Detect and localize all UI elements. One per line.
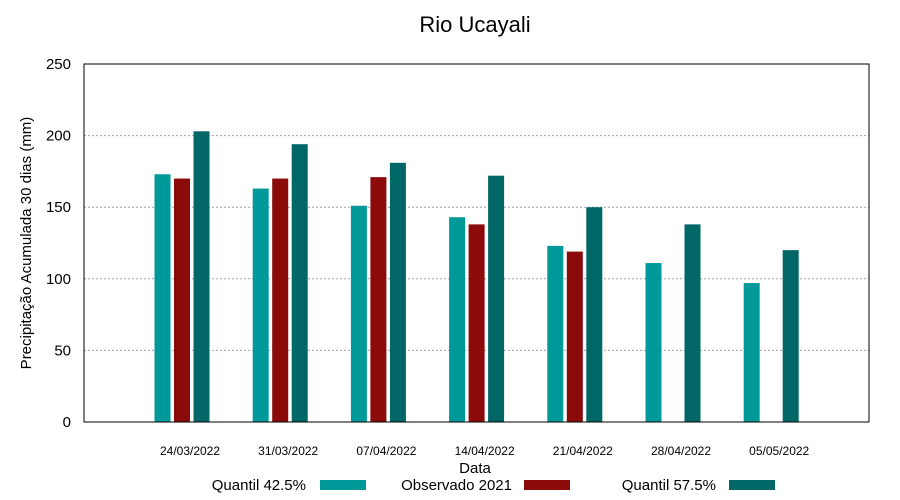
bar — [743, 283, 760, 422]
legend-swatch — [320, 480, 366, 490]
bar — [782, 250, 799, 422]
y-tick-label: 100 — [46, 271, 71, 288]
legend-label: Quantil 42.5% — [212, 477, 306, 494]
bar — [547, 245, 564, 422]
plot-frame — [83, 63, 870, 423]
bar — [350, 205, 367, 422]
x-tick-label: 31/03/2022 — [258, 444, 318, 458]
x-tick-labels: 24/03/2022 31/03/2022 07/04/2022 14/04/2022… — [160, 444, 810, 458]
bar — [566, 251, 583, 422]
x-tick-label: 28/04/2022 — [651, 444, 711, 458]
y-tick-label: 50 — [54, 342, 71, 359]
bar — [193, 131, 210, 422]
bar — [174, 178, 190, 422]
bar — [272, 178, 289, 422]
bar — [449, 217, 466, 422]
legend-label: Observado 2021 — [401, 477, 512, 494]
bar — [586, 207, 603, 422]
x-tick-label: 07/04/2022 — [356, 444, 416, 458]
x-tick-label: 05/05/2022 — [749, 444, 809, 458]
legend-swatch — [524, 480, 570, 490]
x-tick-label: 21/04/2022 — [553, 444, 613, 458]
bar — [684, 224, 701, 422]
x-axis-label: Data — [459, 460, 491, 477]
y-tick-label: 200 — [46, 128, 71, 145]
legend-label: Quantil 57.5% — [622, 477, 716, 494]
bar — [468, 224, 485, 422]
x-tick-label: 24/03/2022 — [160, 444, 220, 458]
bar — [389, 162, 406, 423]
bar — [370, 177, 387, 422]
bars — [154, 131, 799, 423]
bar — [488, 175, 505, 422]
y-axis-label: Precipitação Acumulada 30 dias (mm) — [18, 117, 35, 370]
bar — [645, 263, 662, 422]
x-tick-label: 14/04/2022 — [455, 444, 515, 458]
y-tick-label: 150 — [46, 199, 71, 216]
y-tick-labels: 0 50 100 150 200 250 — [46, 56, 71, 431]
y-tick-label: 250 — [46, 56, 71, 73]
chart-title: Rio Ucayali — [419, 12, 530, 37]
legend-swatch — [729, 480, 775, 490]
y-tick-label: 0 — [63, 414, 71, 431]
bar — [154, 174, 171, 422]
bar — [252, 188, 269, 422]
bar — [291, 144, 308, 422]
legend: Quantil 42.5% Observado 2021 Quantil 57.5% — [212, 477, 775, 494]
